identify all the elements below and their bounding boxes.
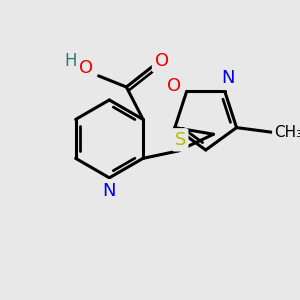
Text: H: H: [64, 52, 77, 70]
Text: O: O: [154, 52, 169, 70]
Text: N: N: [222, 69, 235, 87]
Text: S: S: [174, 131, 186, 149]
Text: N: N: [103, 182, 116, 200]
Text: CH₃: CH₃: [274, 125, 300, 140]
Text: O: O: [167, 77, 181, 95]
Text: O: O: [79, 59, 93, 77]
